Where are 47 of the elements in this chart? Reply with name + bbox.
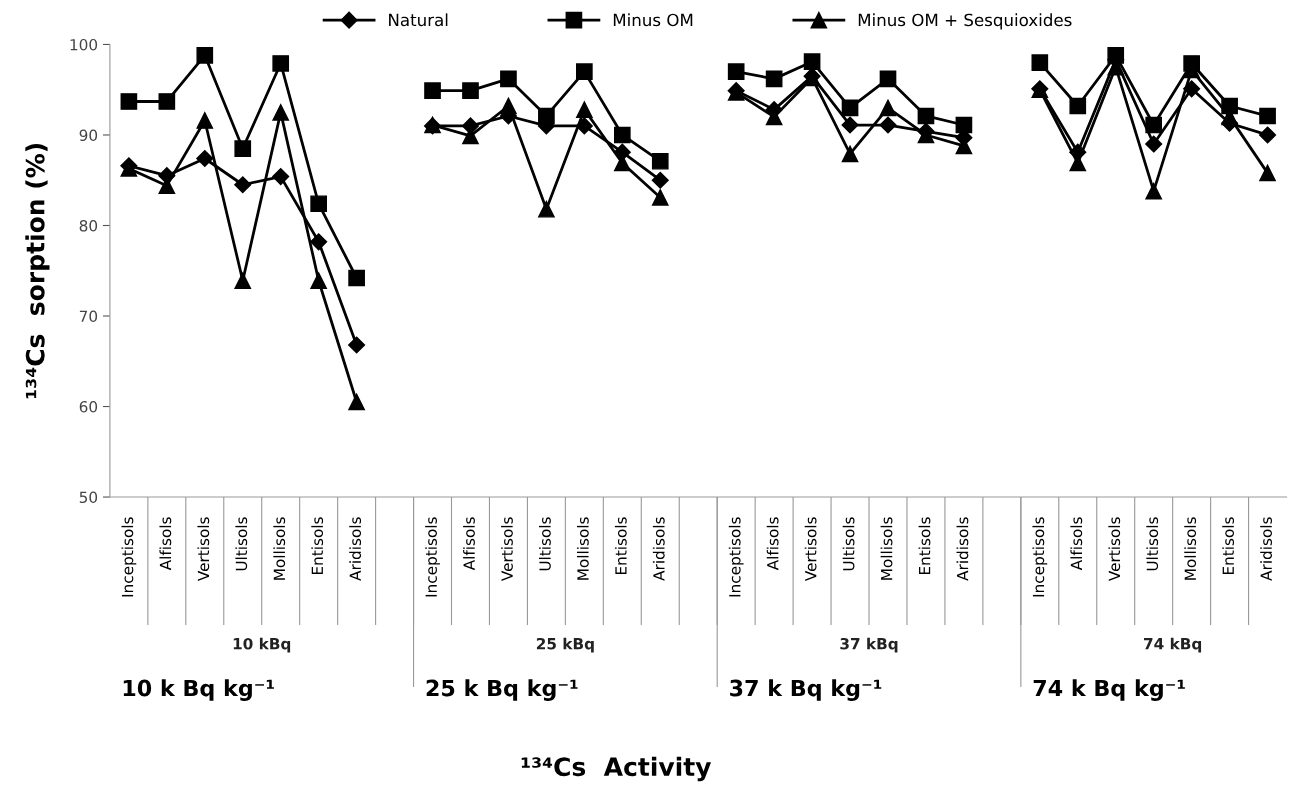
- legend-label: Minus OM + Sesquioxides: [858, 13, 1072, 30]
- text: 74 k Bq kg⁻¹: [1033, 679, 1185, 701]
- x-tick-label: Ultisols: [842, 517, 855, 571]
- x-tick-label: Aridisols: [956, 517, 969, 581]
- x-tick-label: Mollisols: [273, 517, 286, 580]
- x-tick-label: Inceptisols: [121, 517, 137, 597]
- y-tick-label: 70: [79, 310, 98, 323]
- text: 37 kBq: [840, 637, 898, 653]
- x-tick-label: Inceptisols: [1032, 517, 1048, 597]
- x-tick-label: Alfisols: [159, 517, 172, 571]
- x-tick-label: Entisols: [614, 517, 627, 575]
- x-tick-label: Alfisols: [463, 517, 475, 571]
- x-tick-label: Entisols: [918, 517, 931, 575]
- text: 37 k Bq kg⁻¹: [730, 679, 882, 701]
- x-tick-label: Inceptisols: [425, 517, 440, 597]
- y-tick-label: 80: [79, 219, 98, 232]
- x-tick-label: Ultisols: [1146, 517, 1159, 571]
- x-tick-label: Entisols: [1222, 517, 1235, 575]
- x-tick-label: Vertisols: [1108, 517, 1121, 582]
- x-tick-label: Ultisols: [539, 517, 551, 571]
- text: 10 kBq: [233, 637, 291, 653]
- x-tick-label: Entisols: [311, 517, 324, 575]
- x-tick-label: Vertisols: [501, 517, 513, 582]
- text: ¹³⁴Cs Activity: [521, 756, 712, 782]
- x-tick-label: Alfisols: [1070, 517, 1083, 571]
- x-tick-label: Alfisols: [766, 517, 779, 571]
- y-tick-label: 60: [79, 400, 98, 413]
- y-tick-label: 50: [79, 491, 98, 504]
- text: 25 kBq: [536, 637, 594, 653]
- x-tick-label: Ultisols: [235, 517, 248, 571]
- x-tick-label: Mollisols: [1184, 517, 1197, 580]
- x-tick-label: Aridisols: [1260, 517, 1272, 581]
- x-tick-label: Aridisols: [652, 517, 665, 581]
- legend-label: Minus OM: [613, 13, 693, 27]
- text: 10 k Bq kg⁻¹: [123, 679, 274, 701]
- text: 25 k Bq kg⁻¹: [426, 679, 578, 701]
- x-tick-label: Mollisols: [576, 517, 589, 580]
- legend-label: Natural: [389, 13, 448, 27]
- y-tick-label: 90: [79, 129, 98, 141]
- x-tick-label: Aridisols: [349, 517, 362, 581]
- x-tick-label: Vertisols: [197, 517, 210, 582]
- y-tick-label: 100: [70, 38, 98, 51]
- text: 74 kBq: [1144, 637, 1202, 653]
- y-axis-title: ¹³⁴Cs sorption (%): [25, 143, 50, 399]
- x-tick-label: Inceptisols: [728, 517, 744, 597]
- x-tick-label: Mollisols: [880, 517, 893, 580]
- x-tick-label: Vertisols: [804, 517, 817, 582]
